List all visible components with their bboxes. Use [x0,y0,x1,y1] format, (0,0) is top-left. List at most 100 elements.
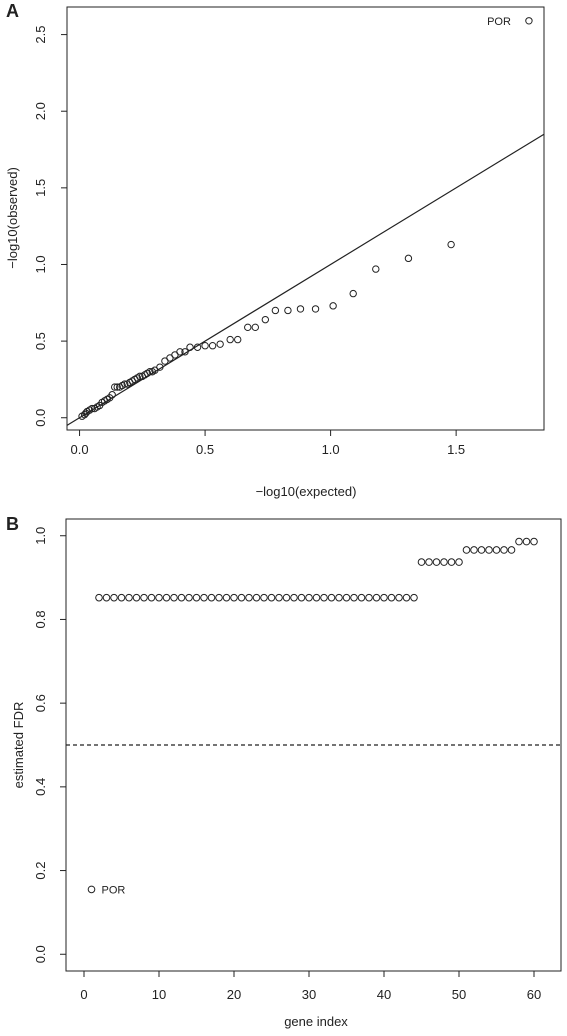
panel-a-point [216,340,224,348]
panel-b-point [522,537,531,546]
panel-a-y-tick-label: 2.5 [33,26,48,44]
panel-b-point [140,593,148,602]
panel-a-point [234,335,242,344]
panel-a-point [193,343,202,351]
panel-b-point [515,537,523,546]
panel-b-point [350,593,358,602]
panel-b-point [335,593,343,602]
panel-b-point [402,593,411,602]
panel-b-point [87,885,96,894]
panel-a-point [88,404,96,413]
panel-a-point [146,368,154,376]
panel-a-point [201,342,209,350]
panel-a-plot-frame [66,6,545,431]
panel-b-point [357,593,366,602]
panel-b-point [320,593,328,602]
panel-b-point [290,593,298,602]
panel-a-points [78,17,533,420]
panel-a-point [226,335,234,344]
panel-b-point [530,537,538,546]
panel-a-point [271,306,280,315]
panel-b-point [410,593,418,602]
panel-b-y-tick-label: 0.2 [33,862,48,880]
panel-b-point [95,593,103,602]
panel-b-point [500,546,508,554]
panel-b-point [237,593,246,602]
panel-b-point [492,546,501,554]
panel-b-x-tick-label: 50 [452,987,466,1002]
panel-b-y-tick-label: 0.6 [33,694,48,712]
panel-b-x-axis-label: gene index [284,1014,348,1029]
panel-a-y-tick-label: 0.0 [33,409,48,427]
panel-b-point [200,593,208,602]
panel-b-point [162,593,171,602]
panel-b-point [327,593,336,602]
panel-b-point [147,593,156,602]
panel-b-point [125,593,133,602]
panel-b-point [117,593,126,602]
panel-b-point [215,593,223,602]
panel-b-point [297,593,306,602]
panel-b-x-tick-label: 60 [527,987,541,1002]
panel-b-point [462,546,471,554]
panel-b-point [110,593,118,602]
panel-a-point [447,240,455,249]
panel-a-ticks: 0.0 0.5 1.0 1.5 0.0 0.5 1.0 1.5 2.0 2.5 [33,26,465,457]
panel-a-point [251,323,259,332]
panel-b-point [425,558,433,566]
panel-a-point [372,265,380,273]
panel-b-point [507,546,516,554]
panel-b-x-tick-label: 30 [302,987,316,1002]
panel-b-point [245,593,253,602]
panel-a-point [296,305,305,313]
panel-b-annotation: POR [102,884,126,896]
panel-b-point [275,593,283,602]
panel-a-point [349,289,357,298]
panel-b-point [432,558,441,566]
panel-b-point [170,593,178,602]
panel-b-point [192,593,201,602]
panel-b-point [155,593,163,602]
panel-b-point [485,546,493,554]
panel-a-annotation: POR [487,16,511,28]
panel-a-point [208,342,217,350]
panel-a-x-tick-label: 0.5 [196,442,214,457]
panel-b-y-tick-label: 1.0 [33,527,48,545]
panel-a-point [186,343,194,351]
panel-b-point [260,593,268,602]
panel-b-point [177,593,186,602]
panel-a-point [121,380,129,388]
panel-b-x-tick-label: 0 [80,987,87,1002]
panel-a-point [244,323,252,332]
panel-b-point [222,593,231,602]
panel-b-point [185,593,193,602]
panel-b-x-tick-label: 40 [377,987,391,1002]
panel-a-point [156,363,164,371]
panel-a-point [181,348,189,356]
panel-a-x-tick-label: 1.5 [447,442,465,457]
panel-a-point [113,383,121,391]
panel-a-y-tick-label: 1.5 [33,179,48,197]
panel-a-y-tick-label: 1.0 [33,255,48,273]
panel-a: A 0.0 0.5 1.0 1.5 0.0 0.5 1.0 1.5 2.0 2.5 POR −lo… [5,1,545,499]
panel-b-point [312,593,321,602]
panel-a-point [108,391,116,399]
panel-b-point [267,593,276,602]
panel-b: B 0 10 20 30 40 50 60 0.0 0.2 0.4 0.6 0.8 1.0 POR ge… [6,514,562,1029]
panel-b-point [440,558,448,566]
panel-a-point [525,17,533,25]
panel-b-point [455,558,463,566]
panel-a-point [404,254,413,263]
panel-b-points [87,537,538,894]
panel-b-point [132,593,141,602]
panel-b-point [365,593,373,602]
panel-b-y-axis-label: estimated FDR [11,702,26,789]
panel-b-point [207,593,216,602]
panel-b-point [477,546,486,554]
panel-b-y-tick-label: 0.4 [33,778,48,796]
panel-a-point [284,306,292,315]
panel-a-point [111,383,119,391]
panel-b-point [372,593,381,602]
panel-b-y-tick-label: 0.0 [33,945,48,963]
